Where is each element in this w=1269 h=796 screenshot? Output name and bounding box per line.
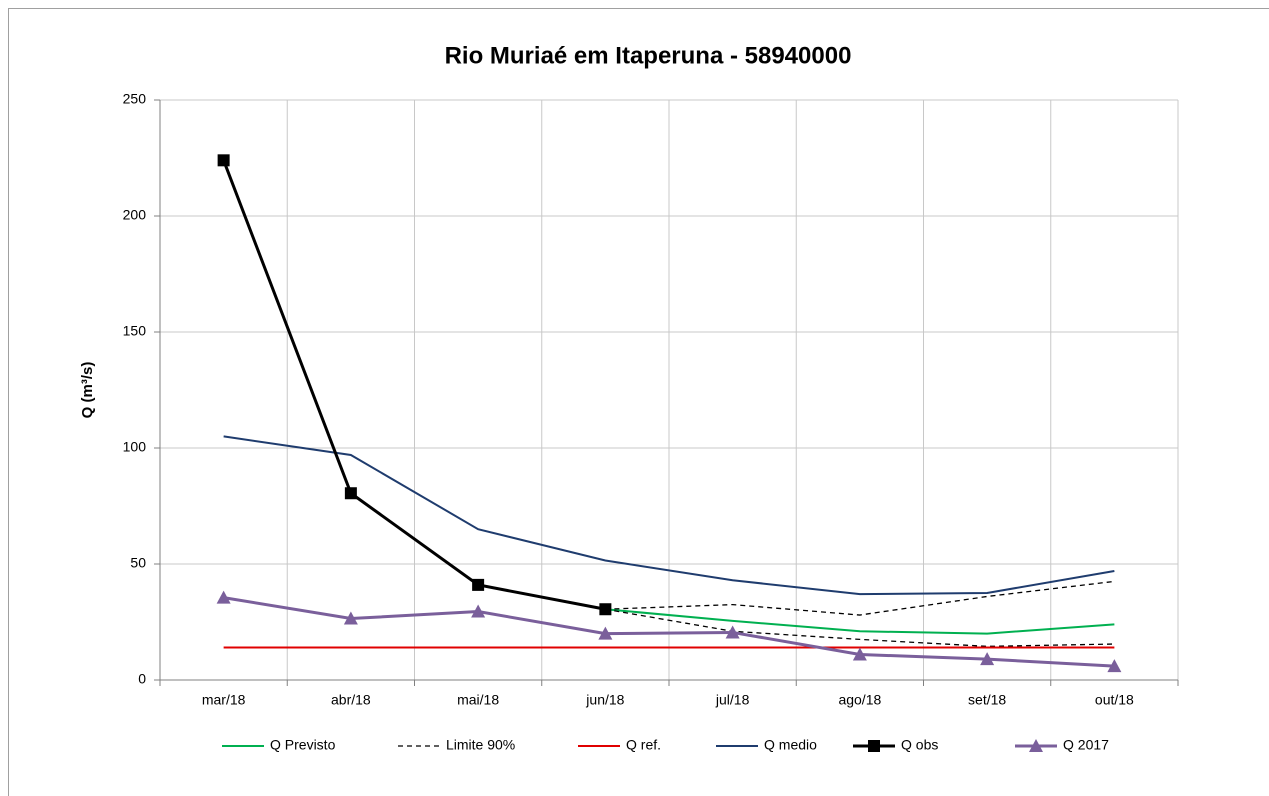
point-marker [725, 625, 740, 639]
series-line [605, 580, 1115, 616]
legend-label: Q Previsto [270, 737, 336, 753]
point-marker [980, 652, 995, 666]
x-tick-label: out/18 [1095, 692, 1134, 708]
x-tick-label: jun/18 [585, 692, 624, 708]
x-tick-label: jul/18 [715, 692, 750, 708]
legend-label: Q 2017 [1063, 737, 1109, 753]
point-marker [216, 590, 231, 604]
series-line [223, 435, 1115, 596]
legend-marker [1029, 739, 1043, 752]
point-marker [471, 604, 486, 618]
point-marker [344, 487, 357, 500]
chart-title: Rio Muriaé em Itaperuna - 58940000 [445, 42, 852, 69]
y-tick-label: 250 [123, 91, 147, 107]
legend-label: Q ref. [626, 737, 661, 753]
series-line [223, 596, 1115, 668]
x-tick-label: abr/18 [331, 692, 371, 708]
series-line [605, 608, 1115, 635]
x-tick-label: mai/18 [457, 692, 499, 708]
legend-marker [868, 740, 880, 752]
x-tick-label: ago/18 [838, 692, 881, 708]
legend-label: Limite 90% [446, 737, 515, 753]
y-tick-label: 50 [130, 555, 146, 571]
y-tick-label: 150 [123, 323, 147, 339]
series-line [605, 608, 1115, 648]
point-marker [472, 578, 485, 591]
x-tick-label: mar/18 [202, 692, 246, 708]
point-marker [343, 611, 358, 625]
point-marker [1107, 659, 1122, 673]
legend-label: Q medio [764, 737, 817, 753]
point-marker [852, 647, 867, 661]
point-marker [598, 626, 613, 640]
legend-label: Q obs [901, 737, 938, 753]
y-tick-label: 200 [123, 207, 147, 223]
x-tick-label: set/18 [968, 692, 1006, 708]
y-tick-label: 100 [123, 439, 147, 455]
y-tick-label: 0 [138, 671, 146, 687]
point-marker [599, 603, 612, 616]
point-marker [217, 154, 230, 167]
series-line [222, 159, 606, 611]
y-axis-label: Q (m³/s) [79, 362, 96, 419]
